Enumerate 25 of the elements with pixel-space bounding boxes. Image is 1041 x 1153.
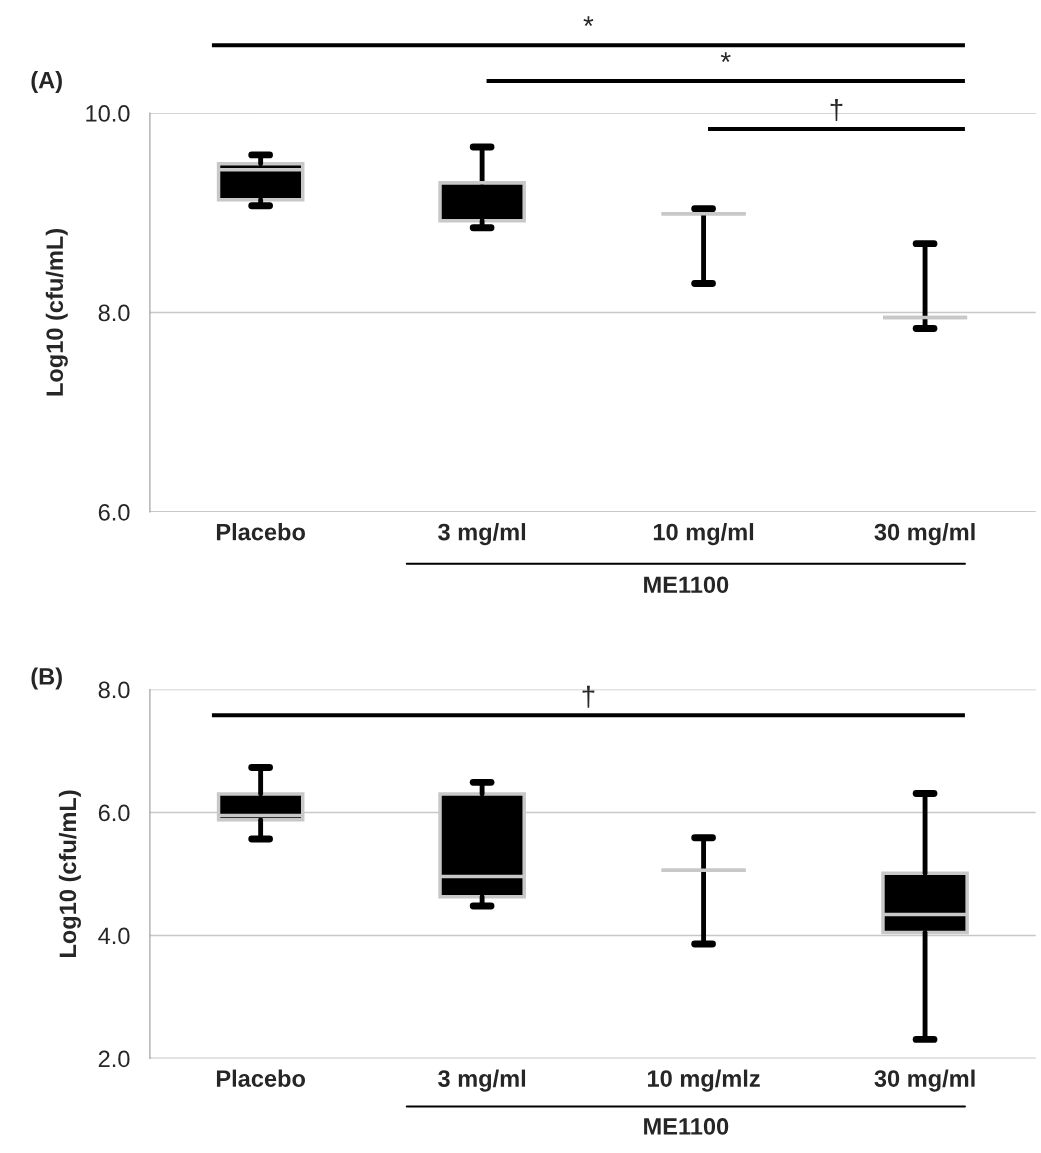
x-tick-label: 10 mg/ml xyxy=(653,523,754,546)
y-tick-label: 6.0 xyxy=(98,504,130,521)
y-tick-label: 8.0 xyxy=(98,304,130,322)
chart-title: (B) xyxy=(31,667,62,690)
y-axis-title: Log10 (cfu/mL) xyxy=(45,229,68,396)
text: ME1100 xyxy=(644,1118,729,1135)
x-tick-label: 10 mg/mlz xyxy=(647,1069,760,1092)
y-tick-label: 10.0 xyxy=(86,105,130,122)
text: * xyxy=(720,52,731,62)
x-tick-label: 30 mg/ml xyxy=(874,523,975,546)
x-tick-label: 3 mg/ml xyxy=(438,523,526,546)
text: * xyxy=(583,16,594,27)
y-axis-title: Log10 (cfu/mL) xyxy=(58,790,81,957)
x-tick-label: Placebo xyxy=(216,523,305,541)
x-tick-label: Placebo xyxy=(216,1069,305,1087)
annotation: † xyxy=(830,99,843,122)
y-tick-label: 2.0 xyxy=(98,1050,130,1068)
y-tick-label: 6.0 xyxy=(98,804,130,822)
x-tick-label: 30 mg/ml xyxy=(874,1069,975,1092)
x-tick-label: 3 mg/ml xyxy=(438,1069,526,1092)
y-tick-label: 8.0 xyxy=(98,681,130,699)
annotation: † xyxy=(582,685,595,708)
text: ME1100 xyxy=(644,576,729,594)
y-tick-label: 4.0 xyxy=(98,927,130,945)
chart-title: (A) xyxy=(31,71,62,94)
